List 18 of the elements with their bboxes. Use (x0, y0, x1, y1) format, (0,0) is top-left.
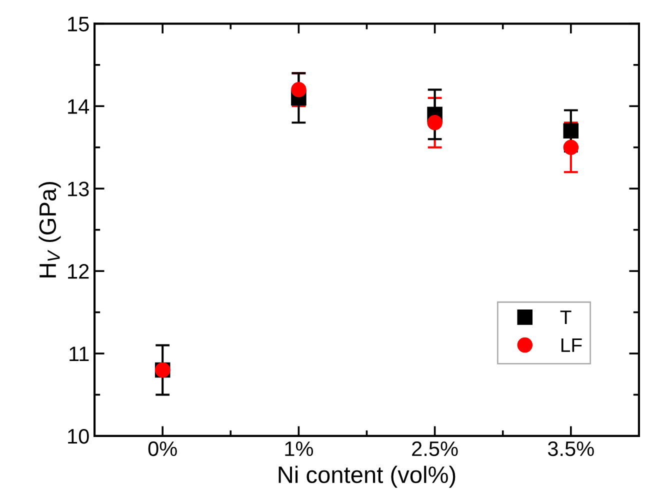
y-tick-label: 12 (68, 264, 89, 279)
point (563, 123, 579, 139)
legend-label: T (560, 310, 572, 324)
x-axis-title: Ni content (vol%) (278, 466, 456, 488)
point (563, 140, 579, 156)
y-tick-label: 14 (68, 99, 90, 114)
point (427, 114, 442, 130)
legend-label: LF (561, 338, 582, 352)
y-axis-title: H$_{V}$ (GPa) (38, 182, 61, 278)
y-tick-label: 13 (68, 182, 89, 196)
point (291, 82, 306, 98)
y-tick-label: 11 (70, 346, 89, 362)
x-tick-label: 1% (285, 441, 314, 456)
y-tick-label: 10 (68, 428, 89, 444)
x-tick-label: 2.5% (412, 441, 458, 456)
y-tick-label: 15 (68, 16, 89, 32)
x-tick-label: 0% (148, 441, 177, 456)
x-tick-label: 3.5% (548, 441, 594, 456)
